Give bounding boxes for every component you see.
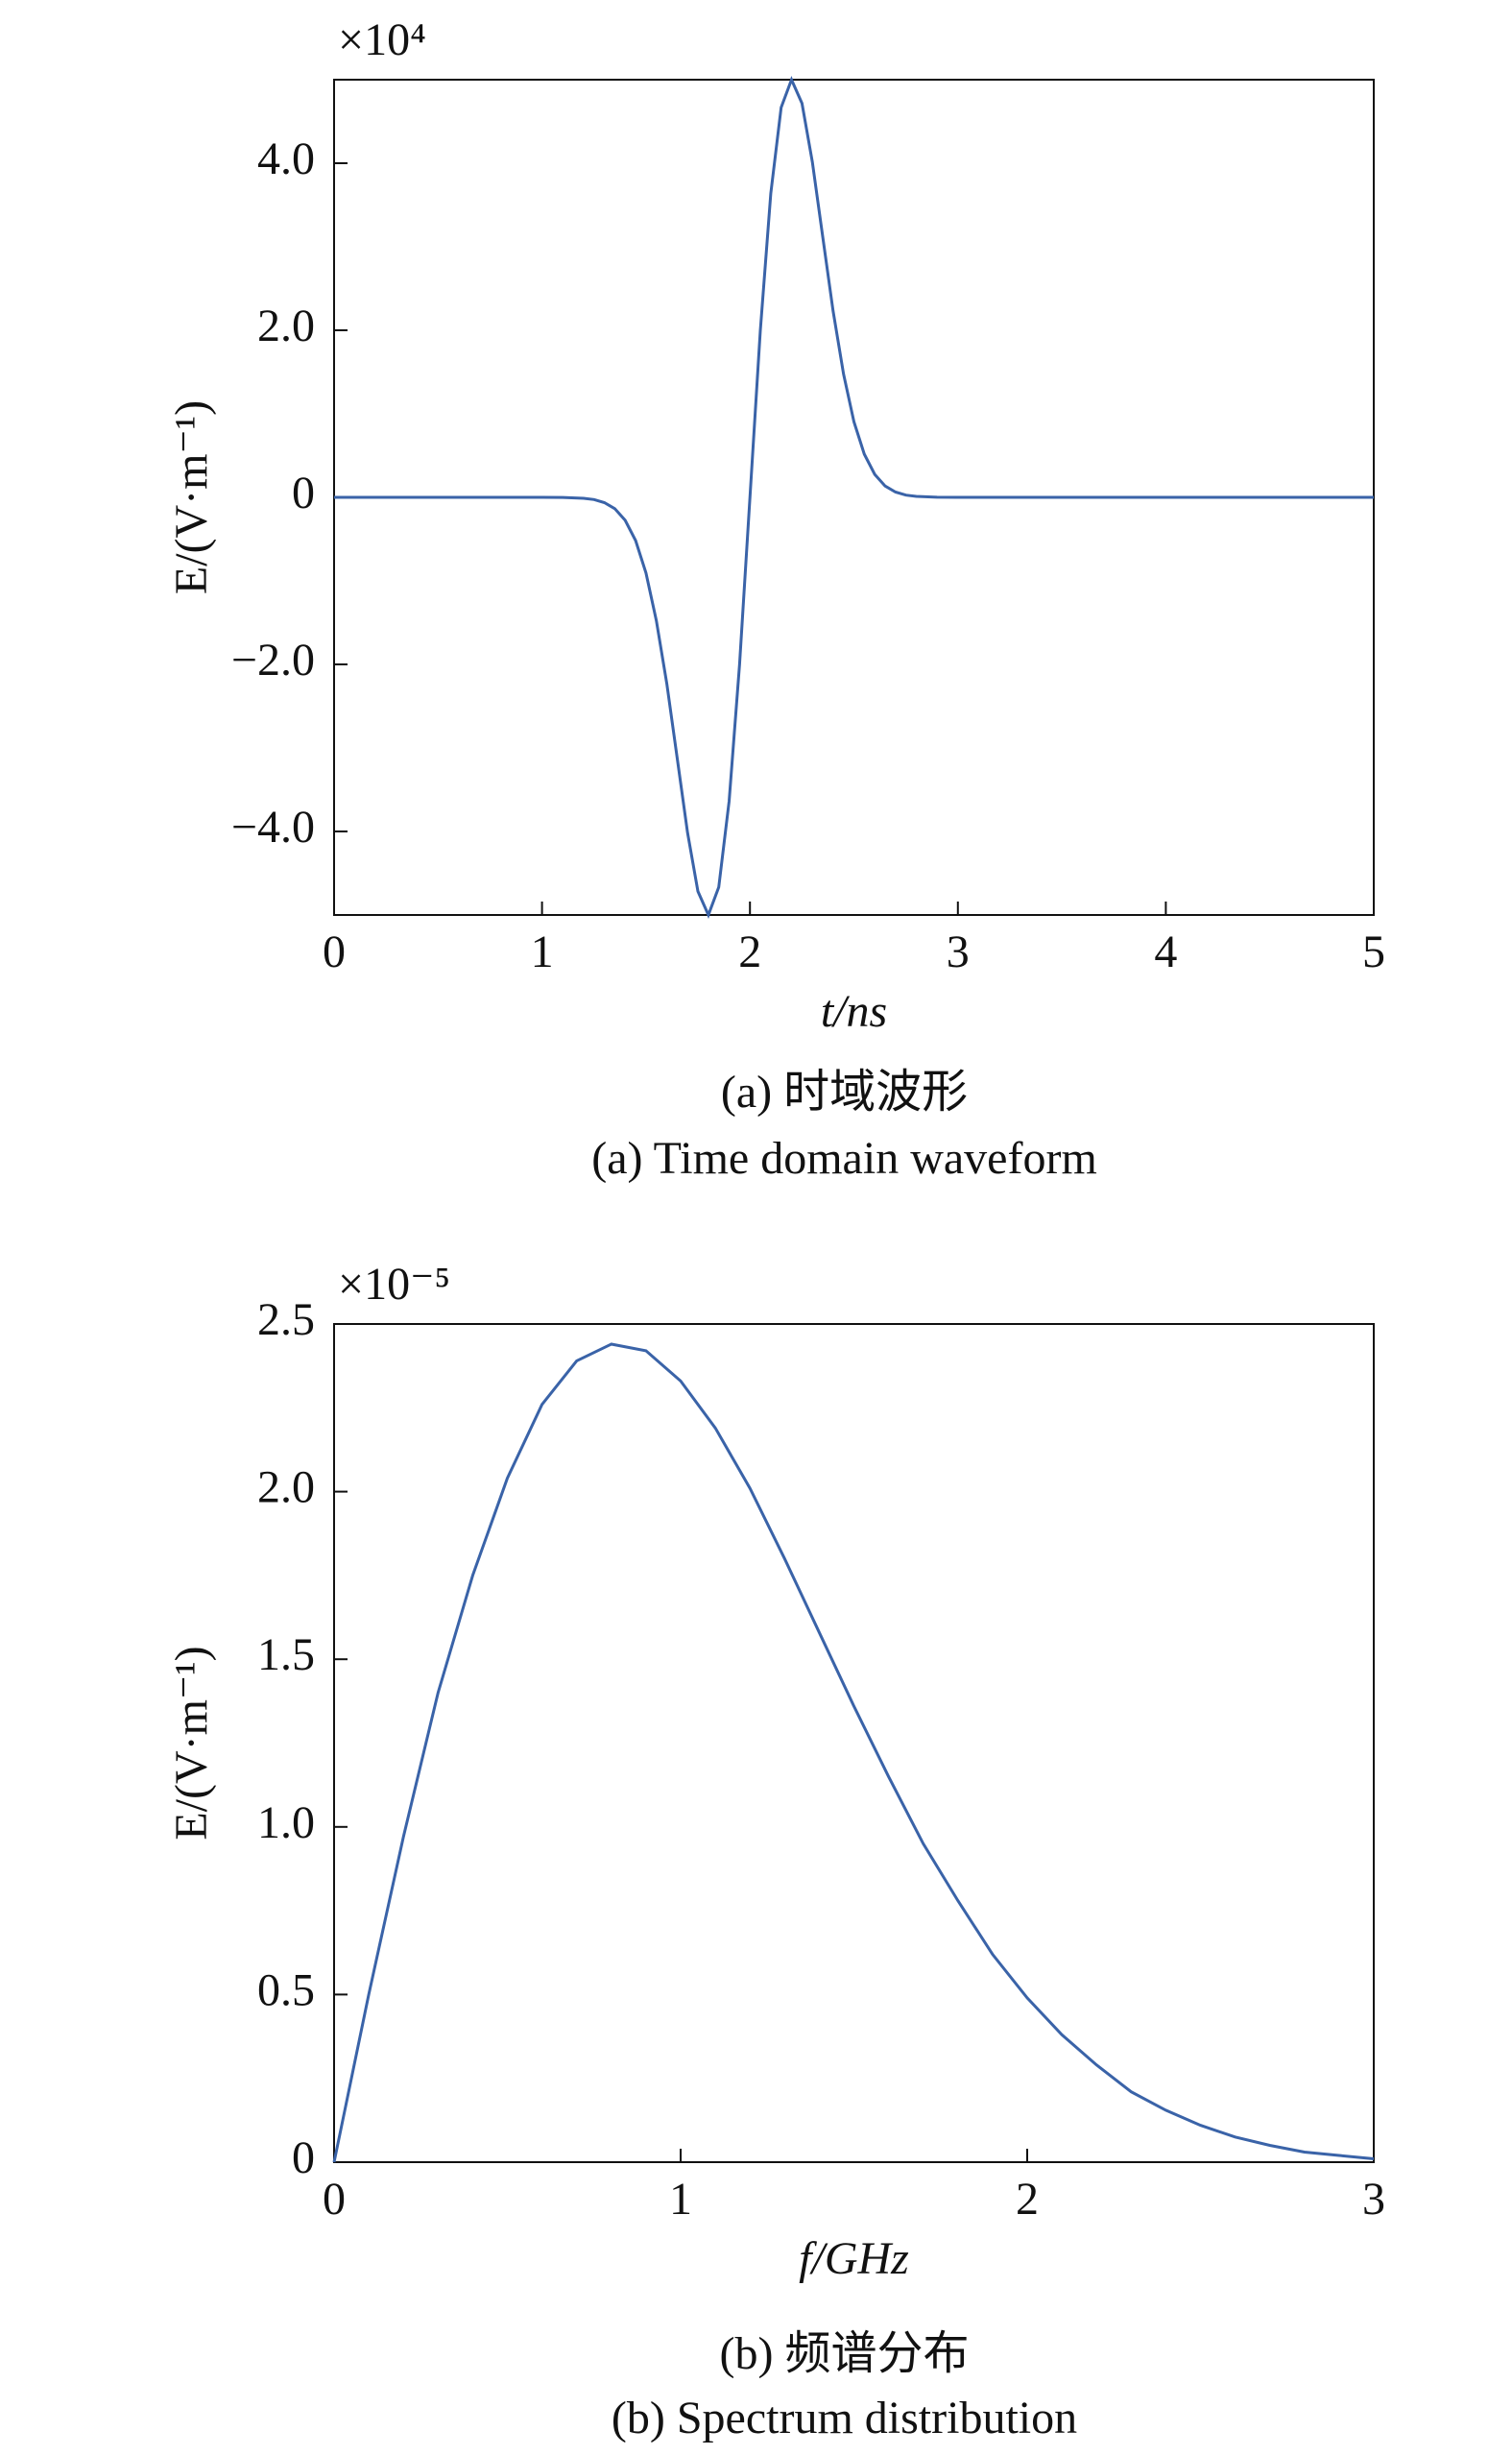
caption-en: (a) Time domain waveform [591, 1133, 1097, 1184]
x-tick-label: 0 [323, 927, 346, 977]
y-tick-label: 2.0 [257, 301, 315, 351]
y-tick-label: −4.0 [231, 802, 315, 853]
x-tick-label: 1 [531, 927, 554, 977]
x-tick-label: 2 [738, 927, 761, 977]
x-tick-label: 3 [1362, 2174, 1385, 2225]
x-tick-label: 4 [1154, 927, 1177, 977]
y-tick-label: 0 [292, 468, 315, 518]
x-tick-label: 2 [1016, 2174, 1039, 2225]
y-axis-label: E/(V·m⁻¹) [166, 1646, 217, 1840]
data-line [332, 1342, 1375, 2163]
y-tick-label: 0.5 [257, 1964, 315, 2015]
y-tick-label: 1.0 [257, 1797, 315, 1848]
x-axis-label: f/GHz [799, 2233, 909, 2284]
axis-multiplier: ×10⁻⁵ [338, 1259, 450, 1310]
caption-cn: (b) 频谱分布 [720, 2328, 970, 2379]
caption-en: (b) Spectrum distribution [612, 2393, 1077, 2443]
y-tick-label: 0 [292, 2132, 315, 2183]
data-line [334, 76, 1374, 919]
y-tick-label: 1.5 [257, 1629, 315, 1680]
plot-frame [333, 1323, 1375, 2163]
x-tick-label: 5 [1362, 927, 1385, 977]
x-tick-label: 1 [669, 2174, 692, 2225]
x-tick-label: 0 [323, 2174, 346, 2225]
x-tick-label: 3 [947, 927, 970, 977]
caption-cn: (a) 时域波形 [721, 1067, 968, 1118]
y-tick-label: −2.0 [231, 635, 315, 686]
axis-multiplier: ×10⁴ [338, 14, 426, 65]
y-tick-label: 2.0 [257, 1462, 315, 1513]
x-axis-label: t/ns [821, 986, 887, 1037]
y-axis-label: E/(V·m⁻¹) [166, 400, 217, 594]
y-tick-label: 4.0 [257, 133, 315, 184]
y-tick-label: 2.5 [257, 1294, 315, 1345]
